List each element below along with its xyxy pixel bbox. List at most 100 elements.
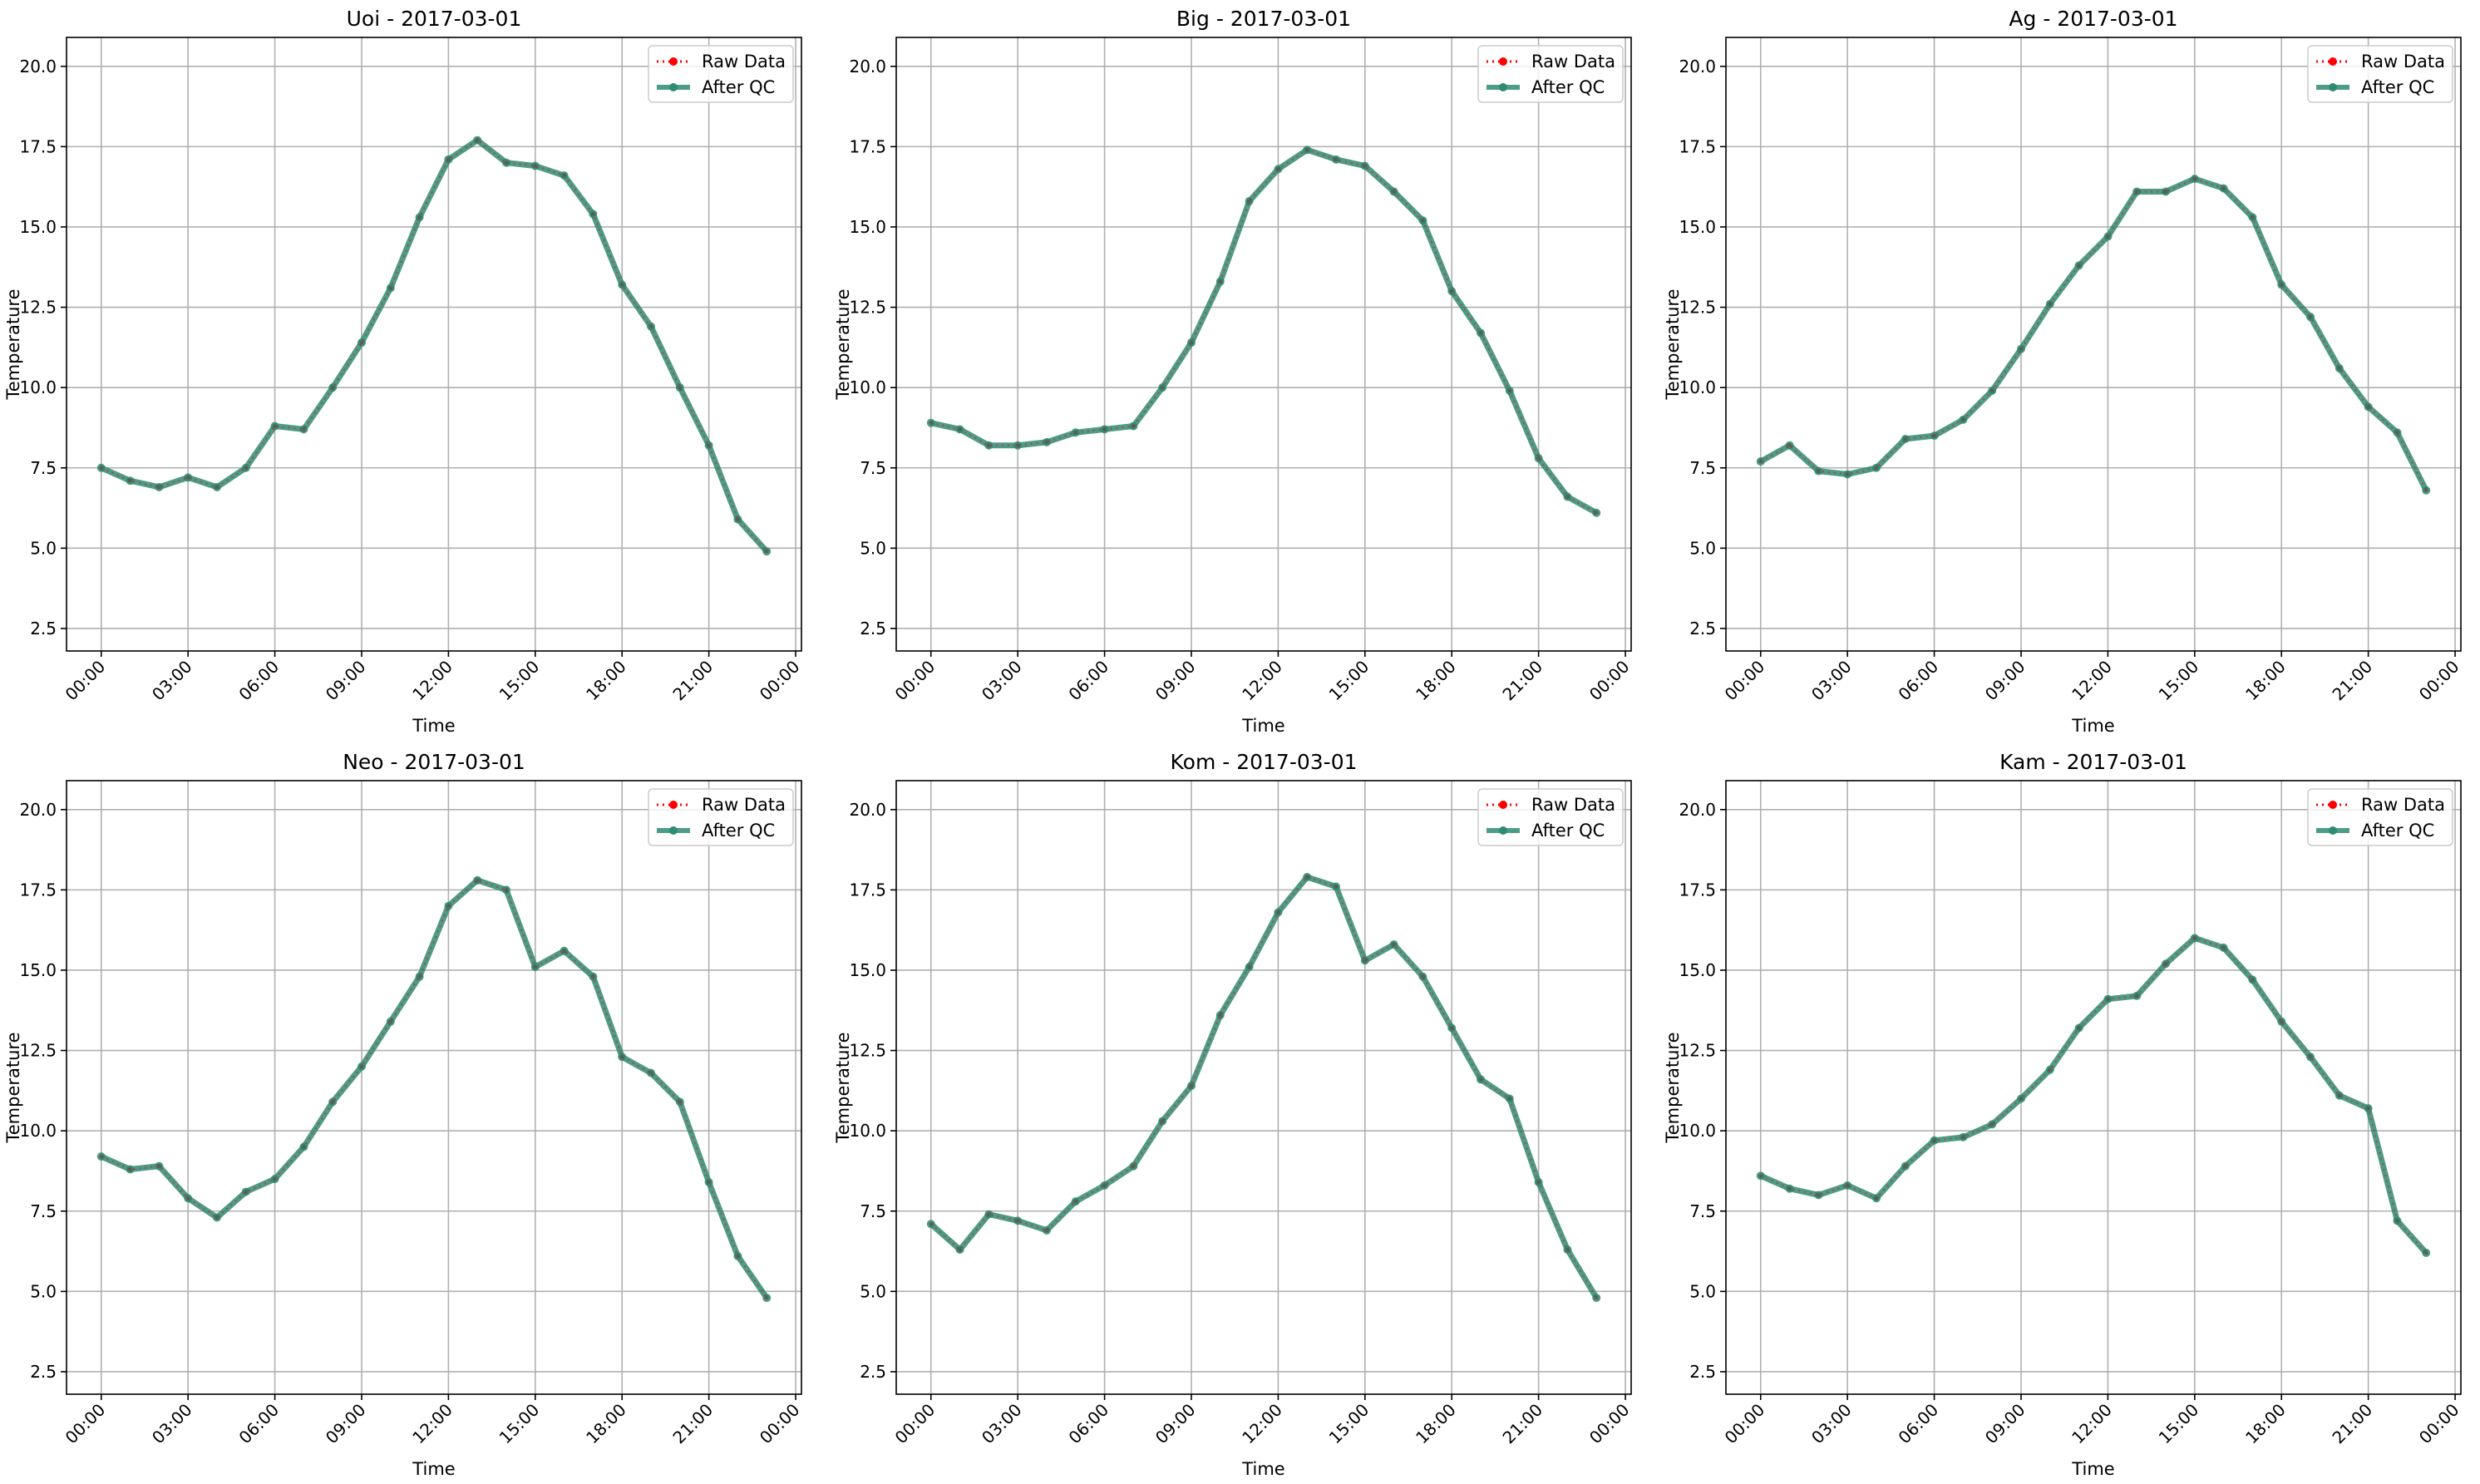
data-point-raw-data [2337, 1093, 2342, 1098]
data-point-raw-data [1334, 157, 1339, 162]
y-tick-label: 15.0 [19, 217, 57, 237]
x-tick-label: 00:00 [891, 657, 939, 705]
data-point-raw-data [1565, 495, 1570, 500]
data-point-raw-data [388, 285, 393, 290]
y-tick-label: 17.5 [849, 136, 886, 156]
data-point-raw-data [301, 426, 306, 431]
data-point-raw-data [2423, 1250, 2428, 1255]
y-tick-label: 5.0 [30, 1281, 57, 1301]
x-tick-label: 21:00 [668, 657, 717, 705]
legend-label-raw-data: Raw Data [702, 52, 786, 71]
y-tick-label: 12.5 [1679, 1041, 1716, 1061]
y-tick-label: 15.0 [849, 217, 886, 237]
data-point-raw-data [2308, 314, 2313, 319]
data-point-raw-data [1787, 1186, 1792, 1191]
y-tick-label: 5.0 [860, 1281, 886, 1301]
y-tick-label: 10.0 [1679, 377, 1716, 397]
x-tick-label: 12:00 [408, 1400, 456, 1448]
x-tick-label: 15:00 [2155, 657, 2203, 705]
data-point-raw-data [1903, 1164, 1908, 1169]
data-point-raw-data [1536, 1180, 1541, 1185]
legend-marker-after-qc [1499, 826, 1507, 835]
legend-label-raw-data: Raw Data [2361, 795, 2445, 815]
data-point-raw-data [958, 1247, 963, 1252]
subplot-title: Big - 2017-03-01 [1176, 7, 1351, 31]
x-tick-label: 00:00 [1721, 657, 1769, 705]
data-point-raw-data [185, 475, 190, 480]
data-point-raw-data [1565, 1247, 1570, 1252]
x-tick-label: 03:00 [1807, 1400, 1856, 1448]
x-tick-label: 03:00 [978, 657, 1026, 705]
data-point-raw-data [1218, 279, 1223, 284]
y-tick-label: 17.5 [19, 136, 57, 156]
y-tick-label: 12.5 [19, 298, 57, 318]
data-point-raw-data [533, 964, 538, 969]
x-axis-label: Time [2071, 1459, 2114, 1479]
y-tick-label: 10.0 [19, 1121, 57, 1141]
series-line-after-qc [930, 146, 1598, 515]
x-axis-label: Time [1241, 1459, 1284, 1479]
data-point-raw-data [359, 340, 364, 345]
y-axis-label: Temperature [833, 1032, 853, 1143]
subplot-1: 2.5 5.0 7.5 10.0 12.5 15.0 17.5 20.0 00:00 03:00 0… [833, 7, 1634, 736]
x-tick-label: 18:00 [582, 657, 630, 705]
data-point-raw-data [359, 1064, 364, 1069]
x-tick-label: 00:00 [2415, 1400, 2463, 1448]
data-point-raw-data [1420, 974, 1425, 979]
data-point-raw-data [707, 1180, 712, 1185]
data-point-raw-data [1758, 1173, 1763, 1178]
data-point-raw-data [1189, 340, 1194, 345]
data-point-raw-data [2366, 1106, 2371, 1111]
subplot-2: 2.5 5.0 7.5 10.0 12.5 15.0 17.5 20.0 00:00 03:00 0… [1663, 7, 2463, 736]
series-line-after-qc [100, 877, 770, 1300]
data-point-raw-data [2077, 263, 2082, 268]
y-tick-label: 2.5 [860, 619, 886, 638]
data-point-raw-data [1932, 433, 1937, 438]
data-point-raw-data [2279, 283, 2284, 288]
y-tick-label: 15.0 [1679, 217, 1716, 237]
data-point-raw-data [2423, 488, 2428, 493]
data-point-raw-data [590, 212, 595, 217]
legend-marker-raw-data [1499, 57, 1507, 66]
x-tick-label: 00:00 [1721, 1400, 1769, 1448]
data-point-raw-data [2105, 234, 2110, 239]
data-point-raw-data [1218, 1013, 1223, 1018]
x-tick-label: 09:00 [322, 1400, 370, 1448]
y-tick-label: 20.0 [1679, 800, 1716, 820]
legend-label-after-qc: After QC [2361, 821, 2434, 841]
x-tick-label: 12:00 [1238, 657, 1286, 705]
x-tick-label: 21:00 [668, 1400, 717, 1448]
y-tick-label: 7.5 [1689, 458, 1716, 478]
x-tick-label: 06:00 [1894, 657, 1942, 705]
x-tick-label: 15:00 [2155, 1400, 2203, 1448]
data-point-raw-data [2250, 214, 2255, 219]
data-point-raw-data [2163, 189, 2168, 194]
series-line-raw-data [101, 139, 768, 552]
data-point-raw-data [707, 443, 712, 448]
data-point-raw-data [929, 421, 934, 426]
data-point-raw-data [1247, 964, 1252, 969]
data-point-raw-data [678, 385, 683, 390]
subplot-5: 2.5 5.0 7.5 10.0 12.5 15.0 17.5 20.0 00:00 03:00 0… [1663, 750, 2463, 1479]
y-tick-label: 20.0 [849, 800, 886, 820]
data-point-raw-data [1304, 147, 1309, 152]
x-tick-label: 21:00 [1498, 1400, 1546, 1448]
data-point-raw-data [1960, 1135, 1965, 1140]
data-point-raw-data [1874, 1196, 1879, 1201]
series-line-raw-data [1760, 937, 2428, 1254]
data-point-raw-data [2279, 1019, 2284, 1024]
x-tick-label: 12:00 [2068, 1400, 2116, 1448]
data-point-raw-data [562, 949, 567, 954]
x-tick-label: 03:00 [978, 1400, 1026, 1448]
x-axis-label: Time [1241, 716, 1284, 736]
y-tick-label: 17.5 [19, 880, 57, 900]
legend-marker-after-qc [669, 83, 678, 91]
data-point-raw-data [1392, 189, 1397, 194]
data-point-raw-data [1758, 459, 1763, 464]
data-point-raw-data [301, 1144, 306, 1149]
data-point-raw-data [417, 974, 422, 979]
x-tick-label: 09:00 [1981, 657, 2029, 705]
data-point-raw-data [1989, 1122, 1994, 1127]
data-point-raw-data [1131, 424, 1136, 429]
x-tick-label: 00:00 [2415, 657, 2463, 705]
